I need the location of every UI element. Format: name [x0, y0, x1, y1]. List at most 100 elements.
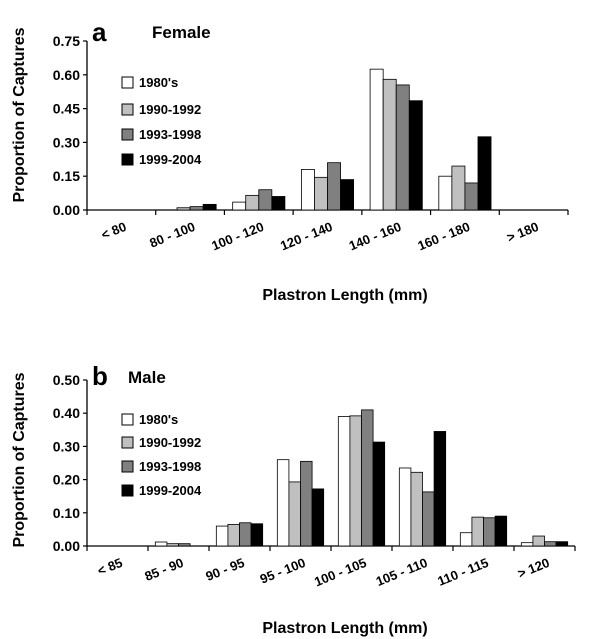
bar-1999-2004-100-120 [271, 196, 286, 211]
bar-1990-1992-160-180 [451, 165, 466, 211]
bar-1980s-160-180 [438, 175, 453, 211]
panel-a-title: Female [152, 23, 211, 42]
bar-1990-1992-120-140 [314, 176, 328, 211]
bar-1990-1992-110-115 [471, 516, 484, 547]
bar-1980s-140-160 [369, 68, 384, 211]
panel-b-y-axis-title: Proportion of Captures [11, 372, 28, 547]
legend-label-1990-1992: 1990-1992 [139, 102, 201, 117]
legend-label-1990-1992: 1990-1992 [139, 435, 201, 450]
bar-1980s-100-120 [232, 201, 247, 211]
y-tick-label: 0.50 [53, 372, 80, 388]
bar-1993-1998-gt-120 [544, 541, 557, 547]
legend-label-1999-2004: 1999-2004 [139, 483, 202, 498]
bar-1990-1992-gt-120 [532, 535, 545, 547]
panel-b-x-axis-title: Plastron Length (mm) [262, 620, 427, 637]
panel-a-y-axis-title: Proportion of Captures [11, 27, 28, 202]
bar-1993-1998-105-110 [422, 491, 435, 547]
panel-b-plot-area: 0.00 0.10 0.20 0.30 0.40 0.50 < 85 85 - 90 90 - … [53, 372, 576, 589]
x-tick-label: 80 - 100 [147, 219, 197, 251]
y-tick-label: 0.10 [53, 505, 80, 521]
x-tick-label: > 180 [505, 219, 541, 245]
bar-1990-1992-105-110 [410, 471, 423, 547]
bar-1999-2004-100-105 [372, 441, 386, 547]
bar-1990-1992-80-100 [176, 207, 191, 211]
y-tick-label: 0.60 [53, 67, 80, 83]
legend-swatch-1980s [121, 76, 134, 89]
bar-1993-1998-90-95 [239, 522, 252, 547]
bar-1993-1998-80-100 [189, 206, 204, 211]
bar-1993-1998-140-160 [395, 84, 410, 211]
panel-a-legend: 1980's 1990-1992 1993-1998 1999-2004 [121, 75, 202, 167]
bar-1980s-90-95 [215, 525, 229, 547]
bar-1999-2004-105-110 [433, 431, 447, 547]
legend-label-1980s: 1980's [139, 75, 178, 90]
x-tick-label: 120 - 140 [278, 219, 335, 253]
bar-1980s-105-110 [398, 467, 412, 547]
x-tick-label: 100 - 120 [209, 219, 266, 253]
bar-1999-2004-140-160 [408, 100, 423, 211]
bar-1980s-110-115 [459, 532, 473, 547]
legend-swatch-1980s [121, 413, 134, 426]
legend-label-1993-1998: 1993-1998 [139, 459, 201, 474]
panel-a-letter: a [92, 17, 107, 47]
x-tick-label: > 120 [515, 555, 551, 581]
x-tick-label: 160 - 180 [415, 219, 472, 253]
legend-label-1980s: 1980's [139, 412, 178, 427]
bar-1980s-100-105 [337, 416, 351, 547]
bar-1999-2004-160-180 [477, 136, 492, 211]
y-tick-label: 0.30 [53, 438, 80, 454]
y-tick-label: 0.75 [53, 33, 80, 49]
y-tick-label: 0.15 [53, 168, 80, 184]
panel-b: b Male Proportion of Captures Plastron L… [11, 361, 576, 637]
legend-label-1993-1998: 1993-1998 [139, 127, 201, 142]
y-tick-label: 0.40 [53, 405, 80, 421]
y-tick-label: 0.45 [53, 101, 80, 117]
bar-1999-2004-80-100 [202, 203, 217, 211]
bar-1980s-gt-120 [520, 542, 534, 547]
bar-1990-1992-90-95 [227, 524, 240, 547]
bar-1990-1992-100-120 [245, 194, 260, 211]
x-tick-label: 95 - 100 [258, 555, 308, 587]
x-tick-label: 110 - 115 [435, 555, 490, 589]
panel-a: a Female Proportion of Captures Plastron… [11, 17, 569, 304]
panel-b-letter: b [92, 361, 108, 391]
bar-1990-1992-85-90 [166, 543, 179, 547]
bar-1993-1998-85-90 [178, 543, 191, 547]
legend-swatch-1993-1998 [121, 460, 134, 473]
bar-1990-1992-95-100 [288, 481, 301, 547]
x-tick-label: 85 - 90 [142, 555, 185, 584]
x-tick-label: 140 - 160 [347, 219, 404, 253]
x-tick-label: 105 - 110 [374, 555, 430, 589]
panel-a-x-axis-title: Plastron Length (mm) [262, 287, 427, 304]
bar-1980s-120-140 [300, 169, 315, 211]
y-tick-label: 0.00 [53, 202, 80, 218]
bar-1993-1998-95-100 [300, 460, 313, 547]
bar-1993-1998-100-120 [258, 189, 273, 211]
x-tick-label: 100 - 105 [312, 555, 369, 589]
y-tick-label: 0.00 [53, 538, 80, 554]
bar-1999-2004-90-95 [250, 523, 264, 547]
panel-b-legend: 1980's 1990-1992 1993-1998 1999-2004 [121, 412, 202, 498]
panel-a-plot-area: 0.00 0.15 0.30 0.45 0.60 0.75 < 80 80 - 100 100 … [53, 33, 569, 253]
x-tick-label: 90 - 95 [203, 555, 246, 584]
x-tick-label: < 80 [99, 219, 128, 243]
x-tick-label: < 85 [95, 555, 124, 579]
bar-1990-1992-100-105 [349, 415, 362, 547]
legend-swatch-1990-1992 [121, 103, 134, 116]
legend-swatch-1999-2004 [121, 153, 134, 166]
bar-1999-2004-95-100 [311, 488, 325, 547]
bar-1999-2004-110-115 [494, 515, 508, 547]
y-tick-label: 0.20 [53, 472, 80, 488]
y-tick-label: 0.30 [53, 134, 80, 150]
legend-label-1999-2004: 1999-2004 [139, 152, 202, 167]
bar-1980s-85-90 [154, 541, 168, 547]
legend-swatch-1999-2004 [121, 484, 134, 497]
bar-1990-1992-140-160 [382, 78, 397, 211]
bar-1999-2004-120-140 [340, 179, 355, 211]
legend-swatch-1990-1992 [121, 436, 134, 449]
bar-1993-1998-160-180 [464, 182, 479, 211]
bar-1993-1998-110-115 [483, 517, 496, 547]
bar-1980s-95-100 [276, 459, 290, 547]
bar-1999-2004-gt-120 [555, 541, 569, 547]
